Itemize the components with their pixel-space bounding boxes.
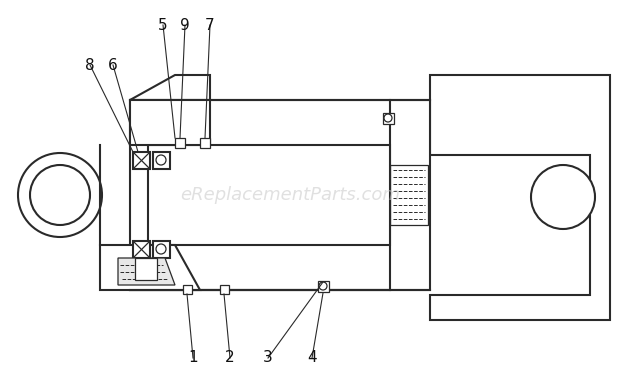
- Bar: [135, 258, 157, 280]
- Circle shape: [531, 165, 595, 229]
- Polygon shape: [130, 100, 210, 145]
- Bar: [133, 241, 150, 258]
- Bar: [175, 138, 185, 148]
- Text: 7: 7: [205, 18, 215, 33]
- Text: 1: 1: [188, 351, 198, 366]
- Bar: [133, 152, 150, 169]
- Circle shape: [18, 153, 102, 237]
- Text: 9: 9: [180, 18, 190, 33]
- Bar: [153, 152, 170, 169]
- Bar: [153, 241, 170, 258]
- Text: 6: 6: [108, 58, 118, 73]
- Circle shape: [319, 282, 327, 290]
- Text: 5: 5: [158, 18, 168, 33]
- Polygon shape: [100, 245, 200, 290]
- Bar: [318, 281, 329, 292]
- Text: 4: 4: [307, 351, 317, 366]
- Text: 8: 8: [85, 58, 95, 73]
- Bar: [130, 100, 430, 290]
- Polygon shape: [130, 75, 210, 100]
- Bar: [148, 145, 390, 245]
- Bar: [383, 113, 394, 124]
- Circle shape: [156, 155, 166, 165]
- Circle shape: [30, 165, 90, 225]
- Bar: [200, 138, 210, 148]
- Circle shape: [156, 244, 166, 254]
- Bar: [220, 285, 229, 294]
- Bar: [183, 285, 192, 294]
- Polygon shape: [430, 75, 610, 320]
- Text: 3: 3: [263, 351, 273, 366]
- Circle shape: [384, 114, 392, 122]
- Text: eReplacementParts.com: eReplacementParts.com: [180, 186, 400, 204]
- Bar: [390, 165, 428, 225]
- Text: 2: 2: [225, 351, 235, 366]
- Polygon shape: [118, 258, 175, 285]
